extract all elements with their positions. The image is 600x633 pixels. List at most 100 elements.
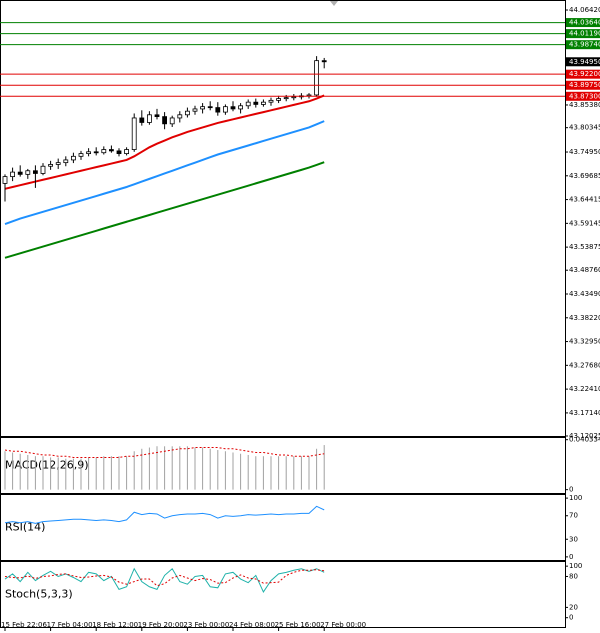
x-tick-label: 17 Feb 04:00 — [47, 621, 93, 629]
y-tick-label: 43.64415 — [569, 196, 600, 204]
candle-body — [71, 155, 76, 161]
x-tick-label: 25 Feb 16:00 — [275, 621, 321, 629]
level-box — [566, 80, 600, 90]
x-tick-label: 27 Feb 00:00 — [320, 621, 366, 629]
candle-body — [169, 117, 175, 125]
y-tick-label: 43.74950 — [569, 148, 600, 156]
panel-title: Stoch(5,3,3) — [5, 588, 73, 601]
candle-body — [55, 162, 61, 165]
y-tick-label: 0 — [569, 553, 573, 561]
candle-body — [139, 117, 145, 123]
candle-body — [192, 108, 198, 112]
y-tick-label: 43.69685 — [569, 172, 600, 180]
y-tick-label: 43.85380 — [569, 101, 600, 109]
candle-body — [25, 170, 31, 175]
candle-body — [268, 99, 274, 103]
level-label: 43.92200 — [569, 70, 600, 78]
candle-body — [314, 60, 320, 96]
x-tick-label: 15 Feb 22:06 — [1, 621, 47, 629]
x-tick-label: 24 Feb 08:00 — [229, 621, 275, 629]
y-tick-label: 43.12025 — [569, 432, 600, 440]
y-tick-label: 43.22410 — [569, 385, 600, 393]
y-tick-label: 43.48760 — [569, 266, 600, 274]
level-box — [566, 40, 600, 50]
y-tick-label: 80 — [569, 572, 578, 580]
x-tick-label: 18 Feb 12:00 — [92, 621, 138, 629]
moving-average — [4, 161, 325, 259]
indicator-line — [4, 505, 325, 524]
candle-body — [93, 151, 99, 154]
indicator-line — [4, 569, 325, 587]
y-tick-label: 43.43490 — [569, 290, 600, 298]
level-box — [566, 29, 600, 39]
level-box — [566, 69, 600, 79]
x-tick-label: 23 Feb 00:00 — [183, 621, 229, 629]
level-label: 43.89750 — [569, 81, 600, 89]
y-tick-label: 43.59145 — [569, 219, 600, 227]
candle-body — [10, 171, 16, 178]
candle-body — [260, 101, 266, 105]
candle-body — [215, 107, 221, 113]
level-label: 43.94950 — [569, 58, 600, 66]
candle-body — [222, 106, 228, 113]
candle-body — [177, 114, 183, 119]
y-tick-label: 0.040334 — [569, 436, 600, 444]
candle-body — [78, 153, 84, 157]
candle-body — [109, 149, 114, 152]
y-tick-label: 43.53875 — [569, 243, 600, 251]
y-tick-label: 43.32950 — [569, 338, 600, 346]
y-tick-label: 100 — [569, 494, 582, 502]
candle-body — [33, 170, 38, 174]
y-tick-label: 43.27680 — [569, 361, 600, 369]
moving-average — [4, 120, 325, 225]
level-box — [566, 18, 600, 28]
candle-body — [124, 149, 129, 155]
candle-body — [200, 106, 206, 110]
level-label: 43.98740 — [569, 41, 600, 49]
candle-body — [184, 110, 190, 116]
candle-body — [116, 150, 122, 155]
y-tick-label: 30 — [569, 535, 578, 543]
candle-body — [207, 106, 213, 109]
candle-body — [101, 149, 107, 154]
candle-body — [238, 105, 244, 110]
candle-body — [276, 98, 282, 101]
level-label: 43.87300 — [569, 92, 600, 100]
candle-body — [48, 164, 53, 167]
y-tick-label: 0 — [569, 614, 573, 622]
level-box — [566, 91, 600, 101]
y-tick-label: 20 — [569, 603, 578, 611]
x-tick-label: 19 Feb 20:00 — [138, 621, 184, 629]
candle-body — [131, 117, 137, 150]
y-tick-label: 100 — [569, 562, 582, 570]
candle-body — [17, 171, 23, 175]
candle-body — [291, 96, 297, 99]
candle-body — [253, 101, 259, 105]
moving-average — [4, 94, 325, 190]
signal-line — [4, 447, 325, 458]
level-box — [566, 57, 600, 67]
candle-body — [40, 165, 46, 174]
scroll-marker — [330, 1, 338, 6]
candle-body — [230, 106, 236, 110]
panel-border — [0, 437, 566, 494]
level-label: 44.01190 — [569, 30, 600, 38]
y-tick-label: 44.06420 — [569, 6, 600, 14]
candle-body — [86, 151, 91, 155]
candle-body — [321, 60, 327, 63]
candle-body — [245, 101, 251, 107]
candle-body — [2, 176, 8, 184]
y-tick-label: 43.38220 — [569, 314, 600, 322]
indicator-line — [4, 567, 325, 593]
candle-body — [146, 114, 152, 123]
candle-body — [154, 114, 160, 118]
y-tick-label: 70 — [569, 512, 578, 520]
y-tick-label: 43.17140 — [569, 409, 600, 417]
candle-body — [63, 159, 69, 164]
panel-border — [0, 494, 566, 561]
panel-border — [0, 561, 566, 628]
candle-body — [306, 94, 312, 97]
candle-body — [283, 97, 289, 100]
